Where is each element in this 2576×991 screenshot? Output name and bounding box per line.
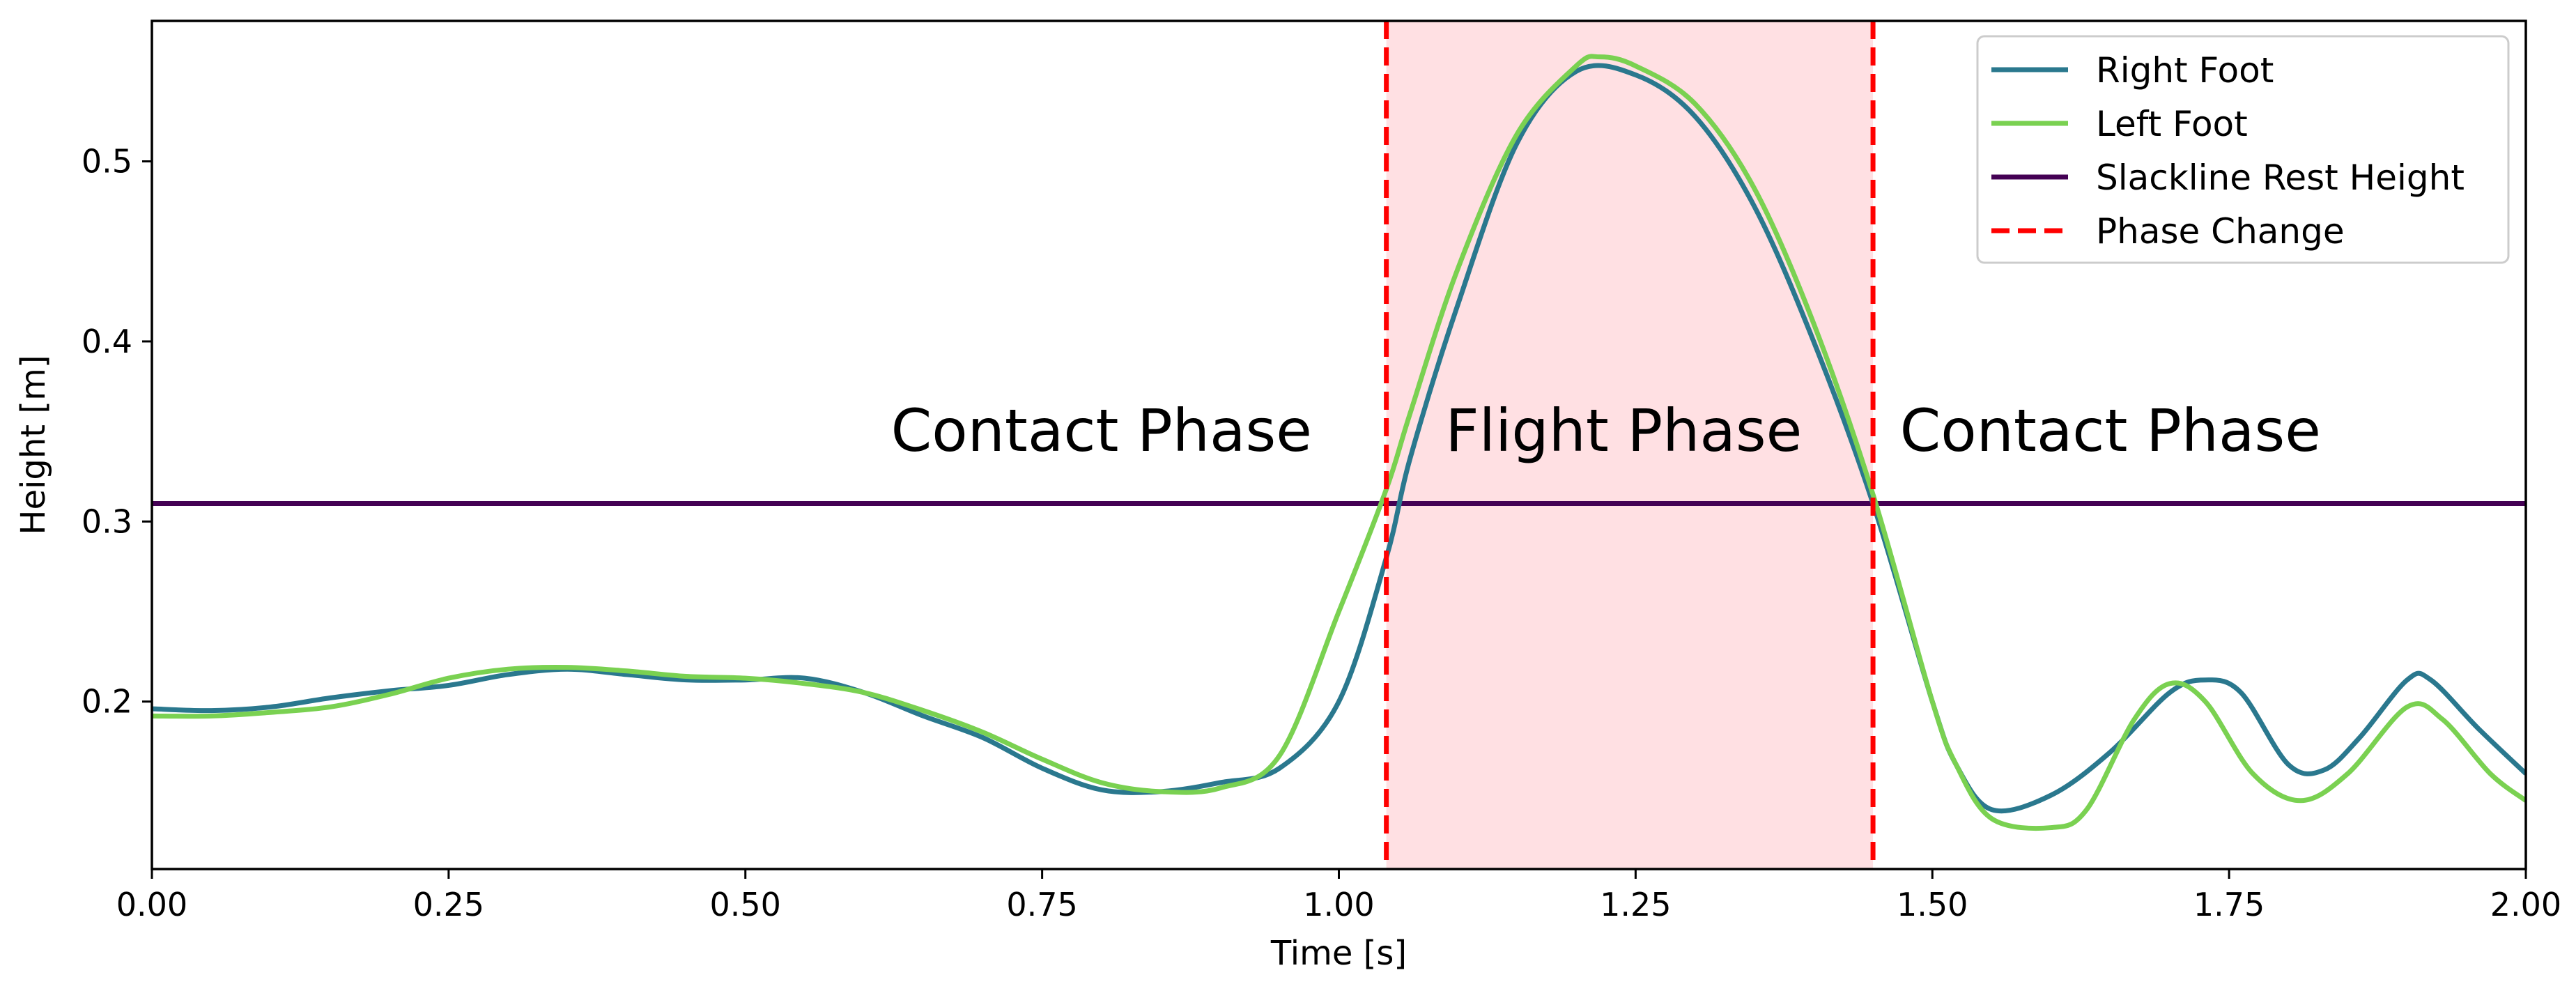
phase-annotation-2: Flight Phase	[1445, 397, 1802, 465]
x-tick-label: 0.25	[413, 886, 484, 923]
x-tick-label: 1.00	[1303, 886, 1374, 923]
x-tick-label: 2.00	[2490, 886, 2561, 923]
y-axis-label: Height [m]	[14, 355, 53, 535]
y-tick-label: 0.2	[82, 683, 132, 721]
legend: Right Foot Left Foot Slackline Rest Height…	[1976, 35, 2510, 264]
y-tick-label: 0.5	[82, 143, 132, 180]
phase-annotation-1: Contact Phase	[891, 397, 1312, 465]
x-tick-label: 1.25	[1600, 886, 1671, 923]
legend-item-right-foot-label: Right Foot	[2096, 50, 2274, 91]
x-tick-label: 1.75	[2193, 886, 2265, 923]
y-tick-label: 0.4	[82, 323, 132, 360]
legend-box	[1976, 35, 2510, 264]
x-tick-label: 1.50	[1897, 886, 1968, 923]
legend-item-left-foot-label: Left Foot	[2096, 104, 2248, 144]
legend-item-slackline-rest-height-label: Slackline Rest Height	[2096, 158, 2465, 198]
flight-phase-region	[1386, 21, 1874, 869]
axes: 0.00 0.25 0.50 0.75 1.00 1.25 1.50 1.75 2.00 0.2 0…	[14, 20, 2561, 973]
y-tick-label: 0.3	[82, 502, 132, 540]
plot-area: Contact Phase Flight Phase Contact Phase	[152, 21, 2526, 869]
series-left-foot	[152, 54, 2526, 831]
x-tick-label: 0.00	[116, 886, 187, 923]
series-right-foot	[152, 63, 2526, 814]
legend-item-phase-change-label: Phase Change	[2096, 211, 2345, 252]
x-tick-label: 0.50	[710, 886, 781, 923]
x-axis-label: Time [s]	[1270, 934, 1407, 973]
x-tick-label: 0.75	[1006, 886, 1077, 923]
phase-annotation-3: Contact Phase	[1900, 397, 2321, 465]
